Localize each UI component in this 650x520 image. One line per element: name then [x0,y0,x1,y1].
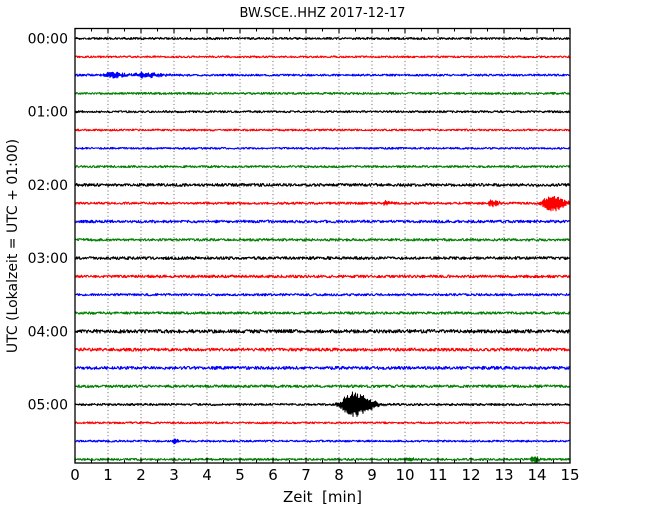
seismo-trace-04:30 [75,365,570,370]
seismo-trace-04:00 [75,329,570,334]
seismo-trace-04:45 [75,384,570,389]
seismo-trace-02:15 [75,195,570,212]
x-tick-label: 9 [367,466,377,484]
x-tick-label: 2 [136,466,146,484]
x-tick-label: 12 [461,466,480,484]
y-tick-label: 01:00 [28,105,68,121]
x-tick-label: 11 [428,466,447,484]
seismo-trace-03:15 [75,274,570,279]
y-tick-label: 00:00 [28,32,68,48]
seismo-trace-01:00 [75,110,570,114]
seismo-trace-03:30 [75,293,570,297]
seismo-trace-05:15 [75,421,570,425]
x-tick-label: 7 [301,466,311,484]
seismo-trace-00:45 [75,91,570,95]
y-tick-label: 03:00 [28,251,68,267]
seismo-trace-04:15 [75,347,570,352]
x-tick-label: 14 [527,466,546,484]
seismo-trace-01:45 [75,165,570,169]
seismo-trace-03:00 [75,256,570,261]
y-tick-label: 04:00 [28,324,68,340]
x-tick-label: 0 [70,466,80,484]
seismo-trace-01:30 [75,146,570,150]
seismo-trace-05:30 [75,438,570,445]
x-tick-label: 5 [235,466,245,484]
y-axis-label: UTC (Lokalzeit = UTC + 01:00) [5,138,21,354]
x-tick-label: 8 [334,466,344,484]
x-tick-label: 3 [169,466,179,484]
x-tick-label: 15 [560,466,579,484]
seismo-trace-03:45 [75,311,570,315]
y-tick-label: 05:00 [28,398,68,414]
seismo-trace-02:45 [75,238,570,242]
x-tick-label: 13 [494,466,513,484]
seismo-trace-00:30 [75,71,570,79]
seismo-trace-02:30 [75,219,570,224]
x-tick-label: 10 [395,466,414,484]
y-tick-label: 02:00 [28,178,68,194]
seismo-trace-00:15 [75,55,570,59]
seismo-trace-02:00 [75,182,570,187]
seismo-trace-00:00 [75,36,570,41]
x-tick-label: 6 [268,466,278,484]
x-tick-label: 4 [202,466,212,484]
seismo-trace-01:15 [75,128,570,132]
x-axis-label: Zeit [min] [282,488,363,506]
x-tick-label: 1 [103,466,113,484]
plot-title: BW.SCE..HHZ 2017-12-17 [239,6,406,21]
seismo-trace-05:00 [75,391,570,418]
